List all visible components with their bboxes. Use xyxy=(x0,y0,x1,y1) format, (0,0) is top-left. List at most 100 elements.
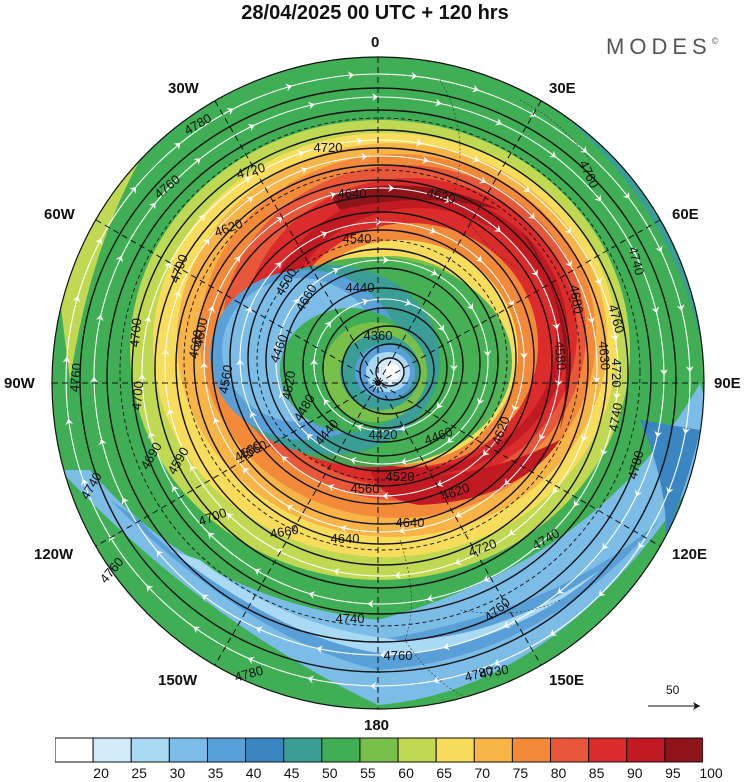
wind-arrowhead xyxy=(529,109,537,117)
wind-arrowhead xyxy=(226,513,235,521)
wind-arrowhead xyxy=(410,71,418,80)
wind-arrowhead xyxy=(310,359,318,365)
contour-label: 4620 xyxy=(425,185,457,207)
contour-label: 4600 xyxy=(191,317,211,348)
wind-arrowhead xyxy=(115,255,123,263)
wind-arrowhead xyxy=(247,124,255,132)
lon-label-30w: 30W xyxy=(168,80,199,97)
wind-arrowhead xyxy=(370,682,377,690)
wind-arrowhead xyxy=(548,150,557,158)
wind-arrowhead xyxy=(579,145,588,153)
wind-arrowhead xyxy=(156,550,164,558)
wind-arrowhead xyxy=(598,589,606,597)
wind-arrowhead xyxy=(483,574,491,582)
wind-arrowhead xyxy=(95,238,103,246)
wind-arrowhead xyxy=(244,306,253,314)
colorbar-swatch xyxy=(359,737,399,763)
reference-vector-label: 50 xyxy=(666,683,680,697)
contour-label: 4760 xyxy=(67,363,84,393)
wind-arrowhead xyxy=(291,298,299,306)
wind-arrowhead xyxy=(533,542,541,550)
wind-arrowhead xyxy=(503,620,511,628)
wind-arrowhead xyxy=(434,98,442,107)
colorbar-swatch xyxy=(473,737,513,763)
wind-arrowhead xyxy=(426,594,434,603)
coastlines xyxy=(399,79,591,701)
wind-arrowhead xyxy=(587,316,595,324)
colorbar-swatch xyxy=(55,737,94,763)
wind-arrowhead xyxy=(666,486,674,494)
contour-label: 4560 xyxy=(351,481,380,496)
wind-arrowhead xyxy=(404,298,412,307)
contour-label: 4720 xyxy=(609,359,624,388)
lon-label-0: 0 xyxy=(371,34,380,51)
wind-arrowhead xyxy=(201,594,210,602)
wind-arrowhead xyxy=(243,177,251,184)
contour-label: 4730 xyxy=(479,662,510,682)
wind-arrowhead xyxy=(651,306,660,314)
contour-label: 4440 xyxy=(346,280,375,295)
contour-label: 4660 xyxy=(269,522,300,542)
wind-arrowhead xyxy=(202,238,210,246)
wind-arrowhead xyxy=(328,484,336,492)
wind-arrowhead xyxy=(638,541,646,549)
contour-label: 4640 xyxy=(338,186,367,201)
wind-arrowhead xyxy=(573,499,581,507)
contour-label: 4720 xyxy=(235,160,267,182)
wind-arrowhead xyxy=(613,392,621,399)
wind-arrowhead xyxy=(382,491,389,500)
wind-arrowhead xyxy=(622,191,630,199)
colorbar-tick-label: 95 xyxy=(665,765,681,781)
lon-label-60w: 60W xyxy=(44,206,75,223)
wind-arrowhead xyxy=(90,376,99,383)
wind-arrowhead xyxy=(275,548,284,556)
wind-arrowhead xyxy=(320,231,328,239)
wind-arrowhead xyxy=(356,423,364,432)
contour-label: 4700 xyxy=(127,318,144,348)
wind-arrowhead xyxy=(272,342,281,350)
wind-arrowhead xyxy=(483,350,492,357)
wind-arrowhead xyxy=(323,398,331,407)
colorbar-swatch xyxy=(92,737,132,763)
wind-arrowhead xyxy=(530,269,538,277)
wind-arrowhead xyxy=(565,259,572,268)
colorbar-tick-label: 40 xyxy=(245,765,262,781)
colorbar-swatch xyxy=(588,737,628,763)
contour-label: 4760 xyxy=(384,648,413,663)
wind-arrowhead xyxy=(208,532,216,540)
contour-label: 4540 xyxy=(343,231,372,246)
wind-arrowhead xyxy=(511,404,520,412)
colorbar-swatch xyxy=(130,737,170,763)
wind-arrowhead xyxy=(367,599,374,608)
wind-arrowhead xyxy=(286,504,294,512)
colorbar-swatch xyxy=(397,737,437,763)
colorbar-swatch xyxy=(168,737,208,763)
wind-arrowhead xyxy=(382,256,389,264)
contour-label: 4760 xyxy=(605,303,627,335)
wind-arrowhead xyxy=(172,485,180,493)
lon-label-120e: 120E xyxy=(672,546,708,563)
wind-arrowhead xyxy=(394,571,401,580)
wind-arrowhead xyxy=(682,427,691,435)
wind-arrowhead xyxy=(256,626,264,634)
wind-arrowhead xyxy=(333,568,340,576)
colorbar-tick-label: 25 xyxy=(131,765,147,781)
wind-arrowhead xyxy=(610,334,619,341)
contour-label: 4780 xyxy=(625,449,647,481)
wind-arrowhead xyxy=(278,391,287,399)
wind-arrowhead xyxy=(685,366,694,373)
wind-arrowhead xyxy=(564,226,572,234)
wind-arrowhead xyxy=(193,626,201,634)
wind-arrowhead xyxy=(306,433,314,441)
colorbar-tick-label: 75 xyxy=(512,765,529,781)
wind-arrowhead xyxy=(482,448,490,456)
colorbar-tick-label: 65 xyxy=(436,765,452,781)
wind-arrowhead xyxy=(249,411,258,419)
colorbar-swatch xyxy=(245,737,285,763)
wind-arrowhead xyxy=(554,379,563,387)
colorbar-tick-label: 55 xyxy=(360,765,376,781)
brand-mark: © xyxy=(711,36,719,46)
colorbar-tick-label: 60 xyxy=(398,765,414,781)
lon-label-30e: 30E xyxy=(549,80,576,97)
wind-arrowhead xyxy=(212,417,221,425)
